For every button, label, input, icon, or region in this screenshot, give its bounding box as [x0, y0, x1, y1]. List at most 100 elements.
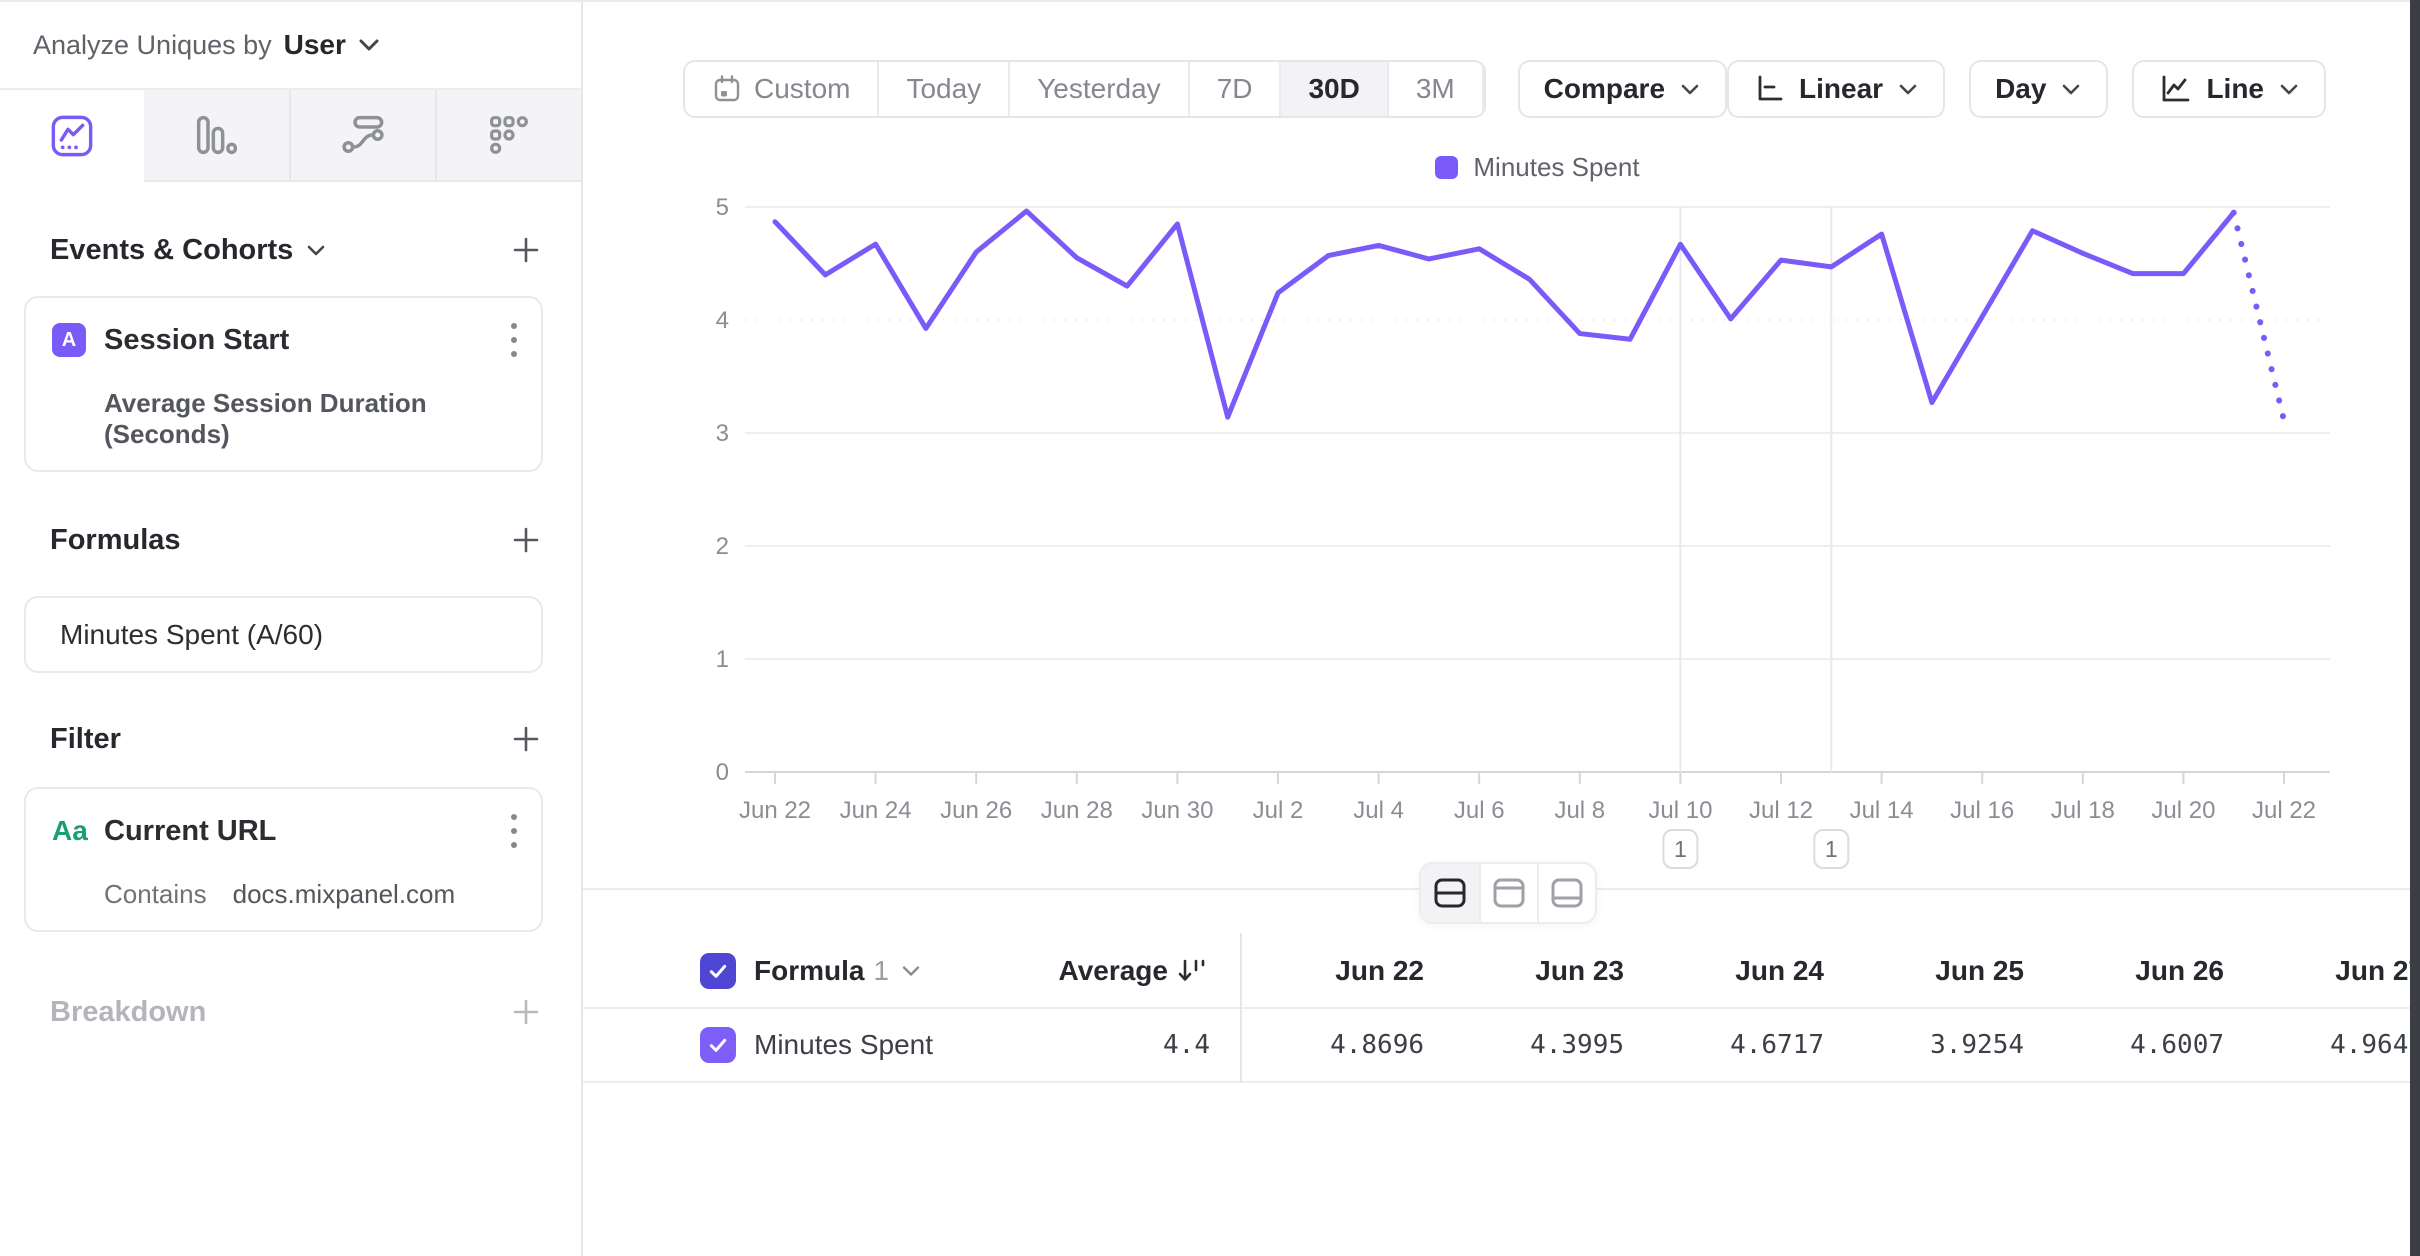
filter-section-title: Filter — [50, 722, 121, 755]
events-section-title: Events & Cohorts — [50, 234, 327, 267]
date-range-today[interactable]: Today — [877, 62, 1008, 116]
table-value: 3.9254 — [1930, 1030, 2024, 1060]
filter-card-current-url[interactable]: Aa Current URL Contains docs.mixpanel.com — [24, 787, 543, 932]
view-mode-chart-only[interactable] — [1479, 864, 1537, 922]
table-value: 4.9640 — [2330, 1030, 2420, 1060]
chevron-down-icon[interactable] — [356, 36, 382, 54]
event-name[interactable]: Session Start — [104, 323, 290, 356]
visualization-tab-bar — [0, 90, 581, 182]
svg-text:1: 1 — [1674, 836, 1687, 862]
series-name[interactable]: Minutes Spent — [754, 1029, 933, 1060]
column-header[interactable]: Jun 23 — [1535, 955, 1624, 986]
series-checkbox[interactable] — [700, 1027, 736, 1063]
date-range-yesterday[interactable]: Yesterday — [1008, 62, 1188, 116]
interval-button[interactable]: Day — [1969, 60, 2109, 118]
tab-line-chart[interactable] — [0, 90, 145, 182]
filter-property-name[interactable]: Current URL — [104, 814, 277, 847]
event-letter-badge: A — [52, 323, 86, 357]
table-value: 4.6007 — [2130, 1030, 2224, 1060]
event-card-session-start[interactable]: A Session Start Average Session Duration… — [24, 296, 543, 472]
tab-bar-chart[interactable] — [144, 90, 289, 182]
table-value: 4.3995 — [1530, 1030, 1624, 1060]
chart-toolbar: Custom Today Yesterday 7D 30D 3M 6M 12M … — [683, 60, 2326, 118]
date-range-30d[interactable]: 30D — [1279, 62, 1387, 116]
table-row: Minutes Spent 4.4 4.8696 4.3995 4.6717 3… — [583, 1009, 2420, 1083]
date-range-3m[interactable]: 3M — [1386, 62, 1482, 116]
column-header[interactable]: Jun 25 — [1935, 955, 2024, 986]
line-chart-icon — [2163, 75, 2190, 102]
results-table: Formula 1 Average Jun 22 Jun 23 Jun 24 J… — [583, 933, 2420, 1083]
line-chart[interactable]: 0 1 2 3 4 5 Jun 22 Jun 24 Jun 26 Jun 28 Jun 30 Jul … — [600, 192, 2380, 872]
column-header[interactable]: Jun 24 — [1735, 955, 1824, 986]
chevron-down-icon — [2063, 84, 2080, 94]
analyze-by-row: Analyze Uniques by User — [0, 2, 581, 90]
events-section-header: Events & Cohorts — [24, 228, 543, 272]
svg-text:1: 1 — [1825, 836, 1838, 862]
tab-flows[interactable] — [288, 90, 435, 182]
formula-card[interactable]: Minutes Spent (A/60) — [24, 596, 543, 673]
add-filter-button[interactable] — [509, 722, 543, 756]
table-header-row: Formula 1 Average Jun 22 Jun 23 Jun 24 J… — [583, 935, 2420, 1009]
date-range-7d[interactable]: 7D — [1187, 62, 1280, 116]
filter-section-header: Filter — [24, 717, 543, 761]
date-range-6m[interactable]: 6M — [1481, 62, 1484, 116]
dark-edge-panel — [2410, 0, 2420, 1256]
add-formula-button[interactable] — [509, 523, 543, 557]
chevron-down-icon[interactable] — [305, 243, 327, 258]
svg-text:Jul 12: Jul 12 — [1749, 797, 1813, 824]
metrics-tab-icon — [485, 111, 533, 159]
kebab-menu-icon[interactable] — [509, 318, 519, 362]
formula-column-label[interactable]: Formula — [754, 955, 865, 986]
view-mode-split[interactable] — [1421, 864, 1479, 922]
svg-text:Jul 4: Jul 4 — [1353, 797, 1404, 824]
breakdown-section-header: Breakdown — [24, 990, 543, 1034]
chart-type-button[interactable]: Line — [2132, 60, 2326, 118]
column-header[interactable]: Jun 22 — [1335, 955, 1424, 986]
add-breakdown-button[interactable] — [509, 995, 543, 1029]
svg-text:Jun 30: Jun 30 — [1141, 797, 1213, 824]
chevron-down-icon[interactable] — [901, 964, 921, 978]
average-column-label[interactable]: Average — [1058, 955, 1168, 986]
breakdown-section-title: Breakdown — [50, 995, 207, 1028]
svg-text:Jul 10: Jul 10 — [1648, 797, 1712, 824]
query-builder-sidebar: Analyze Uniques by User — [0, 2, 583, 1256]
date-range-custom[interactable]: Custom — [685, 62, 877, 116]
legend-label[interactable]: Minutes Spent — [1473, 152, 1640, 182]
query-builder-body: Events & Cohorts A Session Start Average… — [0, 228, 581, 1034]
table-only-view-icon — [1551, 878, 1583, 908]
add-event-button[interactable] — [509, 233, 543, 267]
select-all-checkbox[interactable] — [700, 953, 736, 989]
svg-text:0: 0 — [716, 759, 729, 786]
column-header[interactable]: Jun 27 — [2335, 955, 2420, 986]
analyze-by-value[interactable]: User — [283, 29, 346, 60]
view-mode-toggle — [1419, 862, 1597, 924]
report-main-area: Custom Today Yesterday 7D 30D 3M 6M 12M … — [583, 2, 2420, 1256]
sort-icon[interactable] — [1176, 955, 1210, 987]
svg-text:Jul 2: Jul 2 — [1253, 797, 1304, 824]
filter-value[interactable]: docs.mixpanel.com — [232, 879, 456, 909]
top-border — [0, 0, 2420, 2]
compare-button[interactable]: Compare — [1517, 60, 1728, 118]
split-view-icon — [1434, 878, 1466, 908]
chart-only-view-icon — [1493, 878, 1525, 908]
table-value: 4.6717 — [1730, 1030, 1824, 1060]
string-property-badge: Aa — [52, 815, 88, 846]
tab-metrics[interactable] — [434, 90, 581, 182]
formulas-section-header: Formulas — [24, 518, 543, 562]
view-mode-table-only[interactable] — [1537, 864, 1595, 922]
svg-text:Jul 14: Jul 14 — [1850, 797, 1914, 824]
column-header[interactable]: Jun 26 — [2135, 955, 2224, 986]
formula-expression[interactable]: Minutes Spent (A/60) — [60, 618, 324, 650]
axis-scale-button[interactable]: Linear — [1727, 60, 1946, 118]
formula-number: 1 — [873, 955, 890, 986]
svg-text:Jul 22: Jul 22 — [2252, 797, 2316, 824]
chevron-down-icon — [1899, 84, 1917, 94]
event-measurement[interactable]: Average Session Duration (Seconds) — [104, 388, 427, 449]
svg-text:Jun 28: Jun 28 — [1041, 797, 1113, 824]
chevron-down-icon — [1681, 84, 1699, 94]
average-value: 4.4 — [1163, 1030, 1210, 1060]
table-column-divider — [1240, 933, 1242, 1083]
svg-text:2: 2 — [716, 533, 729, 560]
filter-operator[interactable]: Contains — [104, 879, 207, 909]
kebab-menu-icon[interactable] — [509, 809, 519, 853]
